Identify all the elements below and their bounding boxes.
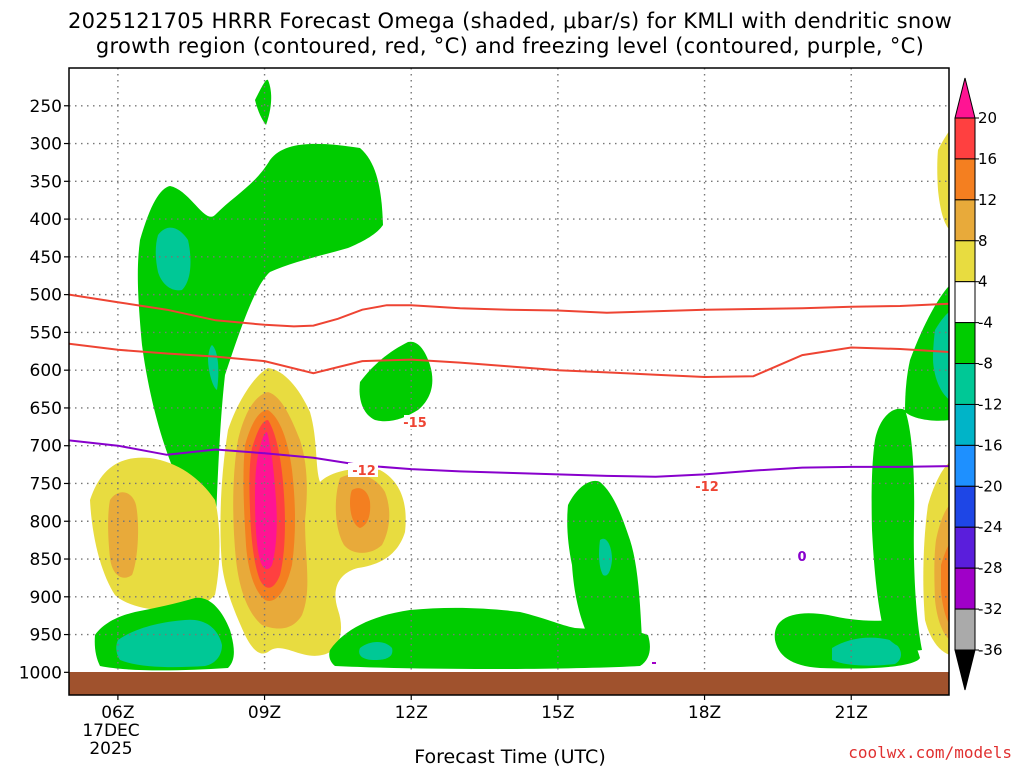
date-label-day: 17DEC [82,721,139,741]
contour-label-zero: 0 [797,550,806,565]
colorbar-segment [954,444,976,487]
y-tick-label: 400 [30,210,62,230]
y-tick-label: 850 [30,550,62,570]
omega-region-positive [941,544,949,624]
colorbar-segment [954,240,976,283]
colorbar-label: -12 [978,395,1003,413]
colorbar-segment [954,322,976,365]
omega-shading [90,79,949,671]
contours [69,293,949,478]
contour-line-minus15 [69,293,949,328]
y-axis: 250 300 350 400 450 500 550 600 650 700 750 800 850 9… [19,97,69,683]
colorbar-segment [954,403,976,446]
omega-region-positive [937,131,949,229]
colorbar-label: -24 [978,518,1003,536]
colorbar-label: 20 [978,109,997,127]
y-tick-label: 950 [30,626,62,646]
contour-label-minus12-a: -12 [352,464,376,479]
colorbar-segment [954,117,976,160]
y-tick-label: 800 [30,512,62,532]
omega-region-moderate [359,642,393,660]
colorbar-segment [954,281,976,324]
plot-area [69,68,949,695]
credit-text: coolwx.com/models [848,743,1012,762]
title-line1: 2025121705 HRRR Forecast Omega (shaded, … [68,9,952,33]
colorbar-segment [954,608,976,651]
x-tick-label: 12Z [395,703,428,723]
colorbar-label: 8 [978,232,988,250]
colorbar-label: -36 [978,641,1003,659]
y-tick-label: 300 [30,135,62,155]
date-label-year: 2025 [89,739,132,759]
colorbar-bottom-arrow [954,649,976,691]
colorbar: 20 16 12 8 4 -4 -8 -12 -16 -20 -24 -28 -32 -36 [954,77,1003,691]
omega-region-negative [329,607,650,669]
colorbar-label: 4 [978,273,988,291]
colorbar-label: -8 [978,355,993,373]
colorbar-segment [954,158,976,201]
omega-region-positive [108,492,139,578]
y-tick-label: 700 [30,437,62,457]
omega-region-moderate [933,312,949,400]
y-tick-label: 900 [30,588,62,608]
y-tick-label: 550 [30,323,62,343]
contour-label-minus15: -15 [403,416,427,431]
contour-line-minus12 [69,342,949,379]
y-tick-label: 1000 [19,663,62,683]
contour-line-0 [69,439,949,478]
omega-region-negative [905,286,949,421]
y-tick-label: 250 [30,97,62,117]
colorbar-label: -16 [978,436,1003,454]
colorbar-label: -28 [978,559,1003,577]
x-tick-label: 09Z [248,703,281,723]
colorbar-label: -20 [978,477,1003,495]
colorbar-label: 12 [978,191,997,209]
colorbar-label: -4 [978,314,993,332]
omega-region-negative [359,341,433,422]
plot-frame [68,67,950,696]
x-tick-label: 18Z [688,703,721,723]
y-tick-label: 500 [30,286,62,306]
x-tick-label: 15Z [541,703,574,723]
omega-region-negative [255,79,272,125]
y-tick-label: 450 [30,248,62,268]
x-axis: 06Z 09Z 12Z 15Z 18Z 21Z [101,695,868,723]
omega-region-moderate [599,538,612,576]
contour-label-minus12-b: -12 [695,480,719,495]
omega-region-moderate [116,619,222,668]
x-axis-label: Forecast Time (UTC) [414,746,605,768]
colorbar-segment [954,363,976,405]
omega-region-max [255,432,277,570]
omega-region-negative [652,662,656,664]
contour-labels: -15 -12 -12 0 [348,415,809,565]
colorbar-segment [954,526,976,569]
omega-region-positive [350,488,371,528]
y-tick-label: 650 [30,399,62,419]
omega-region-moderate [832,637,902,666]
y-tick-label: 350 [30,172,62,192]
y-tick-label: 750 [30,474,62,494]
colorbar-segment [954,485,976,528]
y-tick-label: 600 [30,361,62,381]
colorbar-segment [954,567,976,610]
title-line2: growth region (contoured, red, °C) and f… [96,34,924,58]
colorbar-label: 16 [978,150,997,168]
grid [69,68,949,695]
colorbar-label: -32 [978,600,1003,618]
colorbar-segment [954,199,976,242]
omega-region-moderate [155,227,191,291]
x-tick-label: 21Z [835,703,868,723]
omega-region-negative [871,408,922,651]
omega-region-negative [137,143,383,545]
x-tick-label: 06Z [101,703,134,723]
terrain-band [69,672,949,695]
colorbar-top-arrow [954,77,976,119]
